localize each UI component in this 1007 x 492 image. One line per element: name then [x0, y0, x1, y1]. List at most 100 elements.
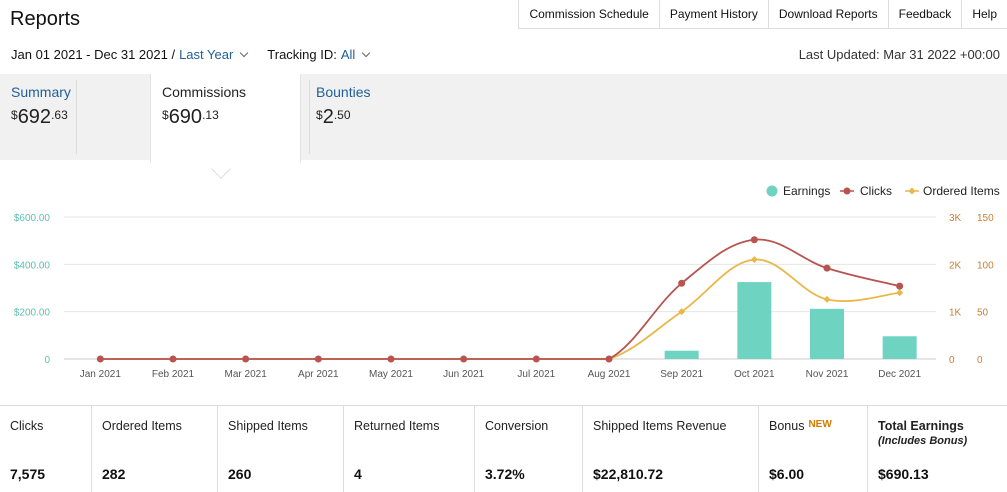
tab-label: Bounties: [316, 84, 371, 100]
stat-total-earnings: Total Earnings (Includes Bonus) $690.13: [868, 406, 1007, 492]
stat-sublabel: (Includes Bonus): [878, 435, 968, 447]
clicks-point: [678, 279, 686, 287]
clicks-point: [823, 264, 831, 272]
last-updated: Last Updated: Mar 31 2022 +00:00: [798, 47, 1000, 62]
tracking-dropdown[interactable]: All: [340, 47, 356, 62]
earnings-chart: 0 $200.00 $400.00 $600.00 0 1K 2K 3K 0 50 100 150 Ja…: [14, 184, 1000, 380]
feedback-link[interactable]: Feedback: [889, 0, 963, 28]
stat-value: 3.72%: [485, 466, 525, 482]
period-dropdown[interactable]: Last Year: [179, 47, 234, 62]
ordered-items-point: [896, 289, 904, 297]
earnings-bar: [882, 336, 917, 359]
stat-shipped-items: Shipped Items 260: [218, 406, 344, 492]
y-left-tick-label: 0: [44, 355, 50, 366]
divider: [76, 80, 77, 154]
stats-bar: Clicks 7,575 Ordered Items 282 Shipped I…: [0, 405, 1007, 492]
x-tick-label: Apr 2021: [298, 369, 339, 380]
tracking-label: Tracking ID:: [267, 47, 337, 62]
new-badge: NEW: [808, 419, 832, 430]
page-title: Reports: [10, 8, 81, 30]
tab-bounties[interactable]: Bounties $2.50: [305, 74, 455, 160]
clicks-point: [387, 355, 395, 363]
top-bar: Reports Commission Schedule Payment Hist…: [0, 0, 1007, 74]
stat-label: Bonus NEW: [769, 419, 832, 433]
y-right-items-tick-label: 150: [977, 213, 994, 224]
stat-value: $6.00: [769, 466, 805, 482]
x-tick-label: Nov 2021: [806, 369, 849, 380]
legend-earnings-label: Earnings: [783, 184, 830, 198]
y-right-clicks-tick-label: 2K: [949, 260, 962, 271]
chevron-down-icon[interactable]: [362, 48, 371, 58]
stat-value: $690.13: [878, 466, 929, 482]
y-right-clicks-tick-label: 0: [949, 355, 955, 366]
y-left-tick-label: $200.00: [14, 308, 51, 319]
ordered-items-line: [100, 258, 900, 360]
stat-label: Shipped Items Revenue: [593, 419, 727, 433]
x-tick-label: Aug 2021: [588, 369, 631, 380]
legend-clicks-marker: [843, 187, 851, 195]
stat-label: Returned Items: [354, 419, 440, 433]
ordered-items-point: [823, 295, 831, 303]
summary-tabs: Summary $692.63 Commissions $690.13 Boun…: [0, 74, 1007, 163]
legend-clicks-label: Clicks: [860, 184, 892, 198]
tab-summary[interactable]: Summary $692.63: [0, 74, 150, 160]
stat-clicks: Clicks 7,575: [0, 406, 92, 492]
payment-history-link[interactable]: Payment History: [660, 0, 769, 28]
stat-bonus: Bonus NEW $6.00: [759, 406, 868, 492]
stat-label: Shipped Items: [228, 419, 308, 433]
filters: Jan 01 2021 - Dec 31 2021 / Last Year Tr…: [11, 47, 371, 62]
clicks-point: [460, 355, 468, 363]
clicks-point: [169, 355, 177, 363]
stat-value: 7,575: [10, 466, 46, 482]
clicks-point: [532, 355, 540, 363]
stat-label: Clicks: [10, 419, 44, 433]
stat-ordered-items: Ordered Items 282: [92, 406, 218, 492]
x-tick-label: Sep 2021: [660, 369, 703, 380]
legend-earnings-marker: [766, 185, 778, 197]
tab-commissions[interactable]: Commissions $690.13: [150, 74, 301, 163]
stat-value: 4: [354, 466, 362, 482]
earnings-bar: [664, 350, 699, 359]
stat-value: 282: [102, 466, 126, 482]
y-right-items-tick-label: 50: [977, 308, 989, 319]
tab-value: $2.50: [316, 106, 351, 128]
clicks-point: [605, 355, 613, 363]
chevron-down-icon[interactable]: [240, 48, 249, 58]
earnings-bar: [737, 282, 772, 359]
x-tick-label: Jul 2021: [517, 369, 555, 380]
help-link[interactable]: Help: [972, 7, 997, 21]
legend-items-label: Ordered Items: [923, 184, 1000, 198]
commission-schedule-link[interactable]: Commission Schedule: [519, 0, 660, 28]
y-left-tick-label: $600.00: [14, 213, 51, 224]
stat-value: $22,810.72: [593, 466, 664, 482]
stat-label: Ordered Items: [102, 419, 182, 433]
y-left-tick-label: $400.00: [14, 260, 51, 271]
x-tick-label: Dec 2021: [878, 369, 921, 380]
y-right-clicks-tick-label: 1K: [949, 308, 962, 319]
ordered-items-point: [750, 256, 758, 264]
tab-label: Summary: [11, 84, 71, 100]
legend-items-marker: [908, 187, 916, 195]
clicks-point: [96, 355, 104, 363]
clicks-point: [242, 355, 250, 363]
tab-value: $692.63: [11, 106, 68, 128]
clicks-line: [100, 238, 900, 360]
download-reports-link[interactable]: Download Reports: [769, 0, 889, 28]
x-tick-label: Jan 2021: [80, 369, 122, 380]
top-links: Commission Schedule Payment History Down…: [518, 0, 1007, 29]
stat-returned-items: Returned Items 4: [344, 406, 475, 492]
stat-shipped-items-revenue: Shipped Items Revenue $22,810.72: [583, 406, 759, 492]
x-tick-label: Feb 2021: [152, 369, 195, 380]
tab-label: Commissions: [162, 84, 247, 100]
clicks-point: [314, 355, 322, 363]
earnings-bar: [810, 308, 844, 359]
x-tick-label: Mar 2021: [225, 369, 268, 380]
x-tick-label: May 2021: [369, 369, 413, 380]
x-tick-label: Jun 2021: [443, 369, 485, 380]
date-range: Jan 01 2021 - Dec 31 2021 /: [11, 47, 176, 62]
y-right-items-tick-label: 100: [977, 260, 994, 271]
y-right-items-tick-label: 0: [977, 355, 983, 366]
y-right-clicks-tick-label: 3K: [949, 213, 962, 224]
ordered-items-point: [678, 308, 686, 316]
tab-value: $690.13: [162, 106, 219, 128]
